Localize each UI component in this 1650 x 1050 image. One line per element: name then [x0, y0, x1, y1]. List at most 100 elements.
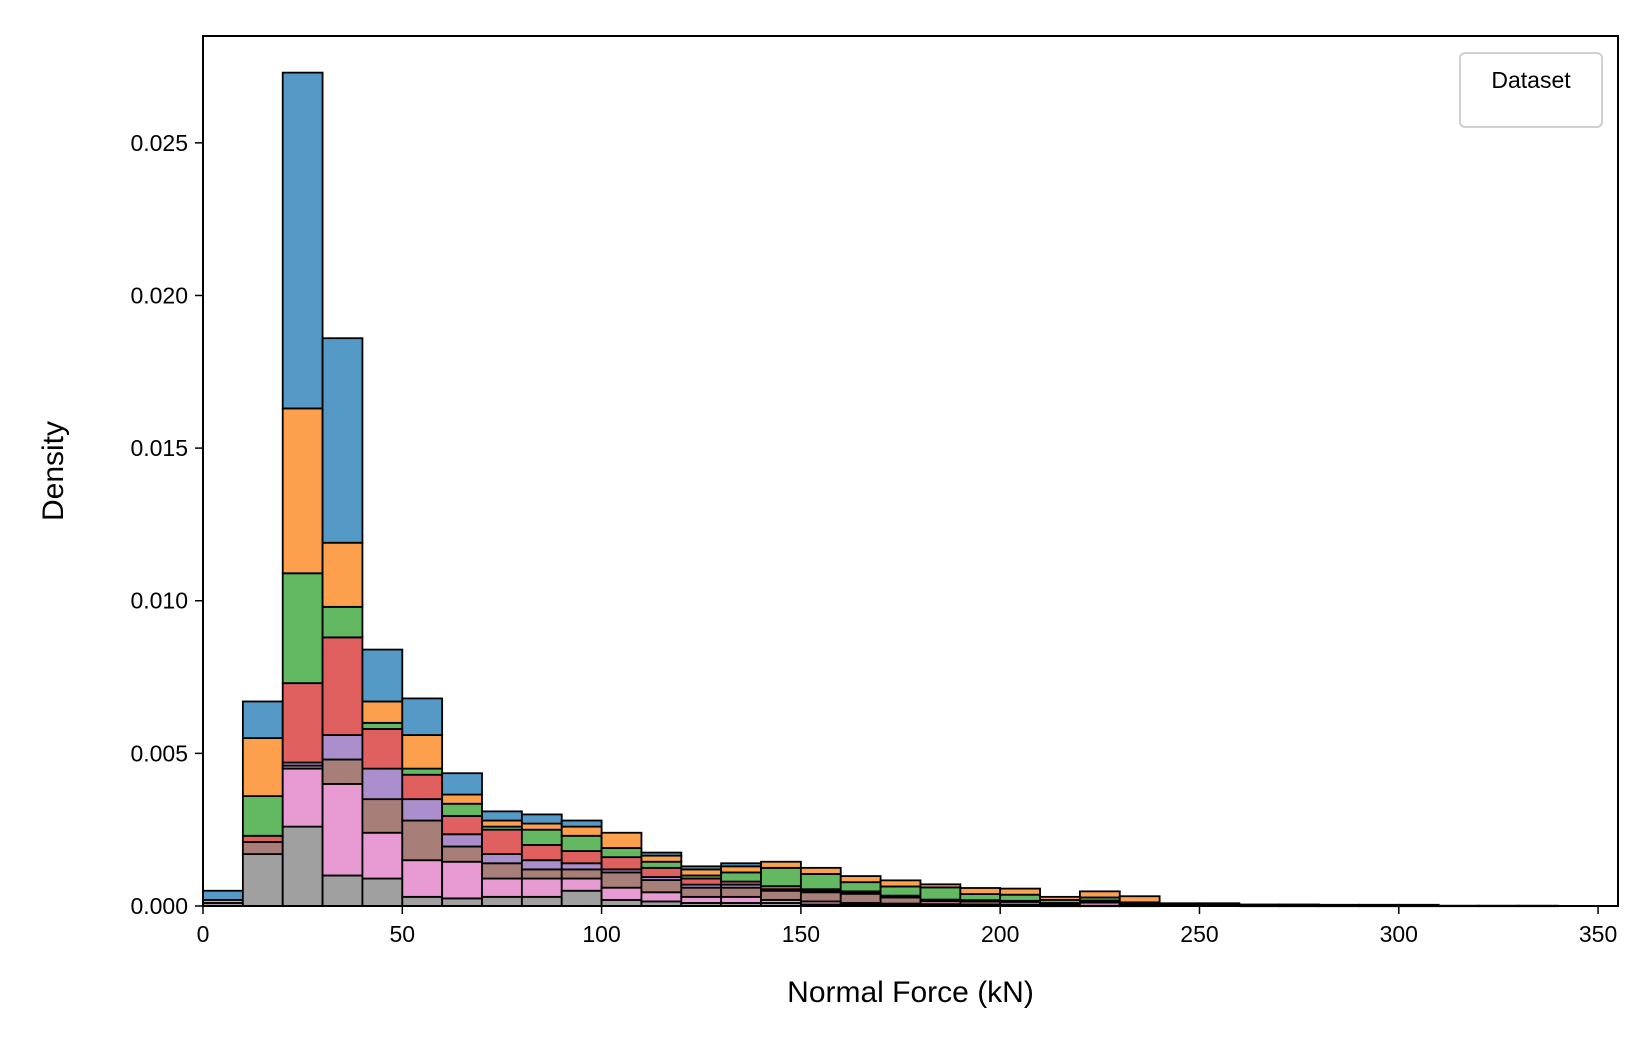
histogram-bar	[520, 877, 563, 898]
histogram-bar	[361, 728, 404, 770]
histogram-bar	[839, 875, 882, 884]
histogram-bar	[441, 833, 483, 848]
histogram-bar	[281, 71, 324, 410]
histogram-bar	[321, 541, 364, 608]
histogram-bar	[640, 866, 683, 878]
histogram-bar	[879, 885, 922, 897]
histogram-bar	[720, 865, 762, 874]
histogram-bar	[640, 860, 683, 869]
histogram-bar	[321, 782, 364, 877]
histogram-bar	[1079, 890, 1121, 899]
histogram-bar	[481, 819, 523, 828]
histogram-bar	[241, 853, 284, 907]
histogram-bar	[481, 828, 523, 856]
histogram-bar	[361, 648, 404, 703]
y-tick-label: 0.005	[130, 740, 188, 766]
histogram-bar	[600, 831, 643, 849]
histogram-bar	[560, 834, 603, 852]
x-tick-label: 0	[197, 921, 210, 947]
histogram-bar	[919, 883, 962, 889]
histogram-bar	[241, 700, 284, 740]
x-tick-label: 350	[1579, 921, 1617, 947]
histogram-bar	[720, 871, 762, 883]
histogram-bar	[481, 862, 523, 880]
histogram-bar	[520, 895, 563, 907]
histogram-bar	[441, 897, 483, 907]
histogram-bar	[321, 337, 364, 544]
histogram-bars	[202, 71, 1560, 908]
histogram-bar	[321, 734, 364, 761]
histogram-bar	[321, 605, 364, 639]
histogram-bar	[879, 879, 922, 888]
histogram-bar	[1039, 895, 1081, 901]
histogram-bar	[720, 886, 762, 898]
legend-box	[1459, 52, 1603, 128]
x-tick-label: 250	[1180, 921, 1218, 947]
histogram-bar	[560, 862, 603, 871]
y-tick-label: 0.015	[130, 435, 188, 461]
histogram-bar	[560, 889, 603, 907]
histogram-bar	[560, 825, 603, 837]
histogram-bar	[520, 813, 563, 825]
histogram-bar	[441, 845, 483, 863]
histogram-bar	[481, 853, 523, 865]
histogram-bar	[600, 871, 643, 889]
histogram-bar	[441, 793, 483, 805]
histogram-bar	[600, 886, 643, 901]
histogram-bar	[799, 866, 842, 875]
histogram-bar	[361, 767, 404, 801]
histogram-bar	[281, 767, 324, 828]
histogram-bar	[600, 847, 643, 859]
histogram-bar	[680, 895, 723, 904]
legend-title: Dataset	[1491, 67, 1571, 93]
histogram-bar	[281, 682, 324, 764]
histogram-bar	[680, 877, 723, 886]
histogram-bar	[640, 879, 683, 894]
histogram-bar	[401, 819, 444, 862]
x-tick-label: 200	[981, 921, 1019, 947]
histogram-bar	[959, 893, 1002, 902]
histogram-bar	[799, 891, 842, 903]
histogram-bar	[560, 850, 603, 865]
histogram-bar	[919, 886, 962, 901]
histogram-bar	[839, 881, 882, 893]
histogram-bar	[241, 840, 284, 856]
y-tick-label: 0.020	[130, 282, 188, 308]
histogram-bar	[241, 834, 284, 843]
histogram-bar	[520, 844, 563, 862]
histogram-bar	[560, 877, 603, 892]
histogram-bar	[401, 859, 444, 898]
histogram-bar	[281, 825, 324, 907]
histogram-bar	[481, 877, 523, 898]
histogram-bar	[680, 865, 723, 871]
histogram-bar	[441, 802, 483, 817]
histogram-bar	[281, 572, 324, 685]
histogram-bar	[321, 636, 364, 736]
histogram-bar	[361, 798, 404, 834]
histogram-bar	[520, 828, 563, 846]
histogram-bar	[202, 889, 244, 901]
histogram-bar	[640, 891, 683, 903]
histogram-bar	[281, 407, 324, 575]
histogram-bar	[680, 886, 723, 898]
y-tick-label: 0.010	[130, 588, 188, 614]
histogram-bar	[879, 896, 922, 905]
histogram-bar	[600, 856, 643, 871]
histogram-bar	[241, 795, 284, 837]
x-tick-label: 100	[582, 921, 620, 947]
histogram-bar	[760, 889, 802, 901]
histogram-bar	[441, 772, 483, 796]
histogram-bar	[441, 815, 483, 836]
histogram-bar	[760, 860, 802, 869]
y-tick-label: 0.000	[130, 893, 188, 919]
histogram-bar	[361, 721, 404, 730]
histogram-bar	[321, 874, 364, 907]
histogram-bar	[680, 868, 723, 877]
legend: Dataset	[1459, 52, 1603, 128]
histogram-bar	[560, 868, 603, 880]
histogram-bar	[361, 700, 404, 724]
x-tick-label: 50	[389, 921, 415, 947]
histogram-bar	[1118, 895, 1161, 904]
histogram-bar	[560, 819, 603, 828]
histogram-bar	[401, 697, 444, 736]
